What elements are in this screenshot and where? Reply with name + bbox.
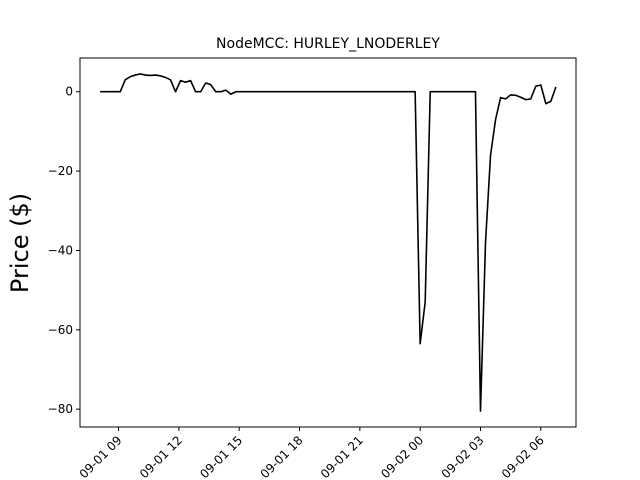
y-axis-label: Price ($) bbox=[6, 193, 34, 293]
y-tick-label: −60 bbox=[48, 323, 73, 337]
y-tick-label: −40 bbox=[48, 243, 73, 257]
y-tick-label: −80 bbox=[48, 402, 73, 416]
plot-frame bbox=[79, 57, 577, 428]
series-line bbox=[100, 73, 557, 412]
y-axis: 0 −20 −40 −60 −80 bbox=[48, 85, 80, 416]
y-tick-label: −20 bbox=[48, 164, 73, 178]
y-tick-label: 0 bbox=[65, 85, 73, 99]
chart-title: NodeMCC: HURLEY_LNODERLEY bbox=[216, 36, 440, 52]
